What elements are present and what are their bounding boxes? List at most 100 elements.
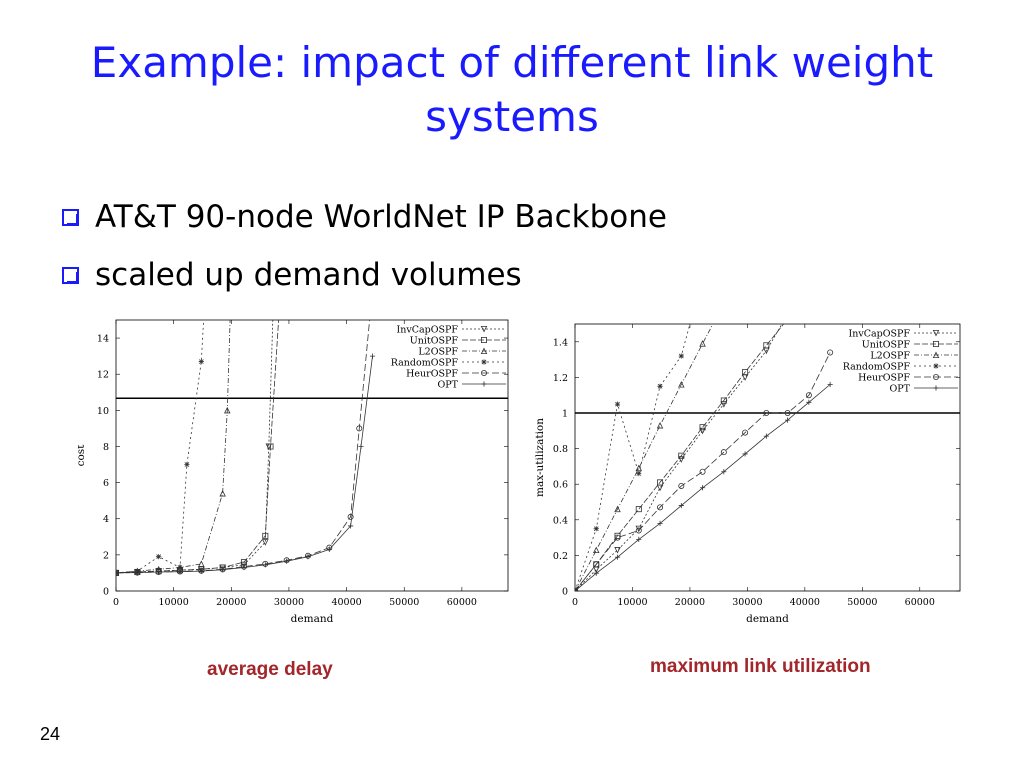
series-line-invcapospf <box>575 324 783 591</box>
data-point <box>636 470 642 477</box>
series-randomospf <box>575 324 691 591</box>
x-tick-label: 30000 <box>732 597 762 608</box>
data-point <box>635 506 642 513</box>
data-point <box>241 564 247 571</box>
legend-label: OPT <box>889 384 910 395</box>
y-tick-label: 0.2 <box>553 551 568 562</box>
y-tick-label: 2 <box>103 550 109 561</box>
legend: InvCapOSPFUnitOSPFL2OSPFRandomOSPFHeurOS… <box>391 325 506 391</box>
series-unitospf <box>575 324 784 591</box>
data-point <box>763 410 770 417</box>
data-point <box>356 425 363 432</box>
legend-label: InvCapOSPF <box>848 329 910 340</box>
y-tick-label: 10 <box>97 406 109 417</box>
legend-marker <box>933 363 939 369</box>
plot-area <box>116 320 376 577</box>
legend: InvCapOSPFUnitOSPFL2OSPFRandomOSPFHeurOS… <box>843 329 958 395</box>
data-point <box>220 567 226 573</box>
y-tick-label: 0.4 <box>553 515 568 526</box>
slide-title: Example: impact of different link weight… <box>90 38 934 141</box>
data-point <box>721 469 727 475</box>
data-point <box>347 513 354 520</box>
data-point <box>784 410 791 417</box>
series-line-unitospf <box>575 324 784 591</box>
legend-label: HeurOSPF <box>858 373 910 384</box>
x-tick-label: 20000 <box>675 597 705 608</box>
average-delay-chart: 0 10000 20000 30000 40000 50000 60000 0 2 4 6 8 10 12… <box>78 319 509 625</box>
data-point <box>614 505 621 513</box>
data-point <box>184 461 190 468</box>
y-tick-label: 6 <box>103 478 109 489</box>
checkbox-square-icon <box>62 208 79 226</box>
data-point <box>284 558 290 564</box>
data-point <box>742 429 749 436</box>
data-point <box>806 399 812 405</box>
data-point <box>614 547 621 554</box>
series-heurospf <box>575 349 834 591</box>
legend-label: UnitOSPF <box>862 340 911 351</box>
legend-marker <box>480 347 488 354</box>
data-point <box>805 392 812 399</box>
series-line-randomospf <box>575 324 691 591</box>
y-tick-label: 0.6 <box>553 480 568 491</box>
data-point <box>678 456 685 463</box>
data-point <box>699 427 706 435</box>
x-tick-label: 60000 <box>447 597 477 608</box>
series-l2ospf <box>116 320 231 576</box>
legend-label: OPT <box>437 380 458 391</box>
series-line-heurospf <box>575 352 831 591</box>
y-tick-label: 1.4 <box>553 337 568 348</box>
y-axis-label: max-utilization <box>534 418 546 497</box>
legend-marker <box>932 374 939 381</box>
legend-label: L2OSPF <box>418 347 458 358</box>
legend-marker <box>933 385 939 391</box>
y-tick-label: 1 <box>562 409 568 420</box>
data-point <box>678 502 684 509</box>
series-invcapospf <box>116 320 274 577</box>
y-tick-label: 0 <box>103 587 109 598</box>
data-point <box>177 569 183 575</box>
legend-label: RandomOSPF <box>843 362 911 373</box>
x-tick-label: 50000 <box>847 597 877 608</box>
average-delay-caption: average delay <box>207 659 333 680</box>
data-point <box>678 482 685 489</box>
x-tick-label: 50000 <box>389 597 419 608</box>
data-point <box>116 570 119 576</box>
plot-frame <box>115 319 509 592</box>
series-line-unitospf <box>116 320 279 574</box>
legend-marker <box>480 370 487 377</box>
data-point <box>198 560 205 567</box>
plot-area <box>575 324 834 591</box>
series-line-l2ospf <box>116 320 231 574</box>
bullet-list: AT&T 90-node WorldNet IP Backbone scaled… <box>62 188 667 304</box>
data-point <box>593 526 599 532</box>
series-opt <box>575 381 833 591</box>
data-point <box>678 381 685 388</box>
data-point <box>699 340 706 347</box>
data-point <box>614 401 621 407</box>
x-tick-label: 40000 <box>790 597 820 608</box>
data-point <box>657 504 664 511</box>
series-unitospf <box>116 320 279 576</box>
data-point <box>240 559 247 566</box>
data-point <box>699 424 706 431</box>
legend-label: UnitOSPF <box>410 336 459 347</box>
legend-marker <box>480 336 487 343</box>
y-tick-label: 14 <box>97 334 109 345</box>
bullet-item: AT&T 90-node WorldNet IP Backbone <box>62 188 667 246</box>
series-invcapospf <box>575 324 783 591</box>
data-point <box>156 554 162 560</box>
data-point <box>742 451 748 457</box>
data-point <box>763 433 769 439</box>
data-point <box>699 485 706 491</box>
data-point <box>369 353 376 359</box>
data-point <box>720 449 727 456</box>
series-opt <box>116 353 376 576</box>
x-tick-label: 60000 <box>905 597 935 608</box>
page-number: 24 <box>40 724 61 744</box>
legend-marker <box>932 329 940 337</box>
legend-label: L2OSPF <box>870 351 910 362</box>
x-tick-label: 30000 <box>274 597 304 608</box>
data-point <box>656 421 664 429</box>
data-point <box>267 443 274 450</box>
